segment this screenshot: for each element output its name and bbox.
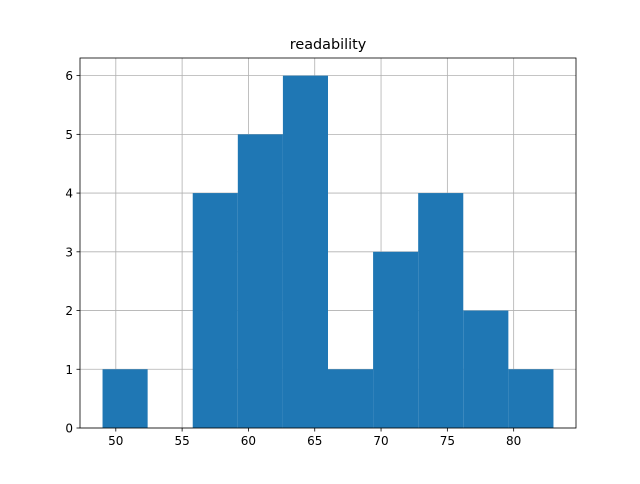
x-tick-label: 65 bbox=[307, 434, 322, 448]
histogram-bar bbox=[282, 75, 328, 428]
y-tick-label: 6 bbox=[65, 69, 73, 83]
histogram-bar bbox=[102, 369, 148, 428]
histogram-bar bbox=[418, 193, 464, 428]
x-tick-label: 75 bbox=[440, 434, 455, 448]
x-tick-label: 55 bbox=[174, 434, 189, 448]
histogram-bar bbox=[463, 310, 509, 428]
y-tick-label: 2 bbox=[65, 304, 73, 318]
histogram-bar bbox=[328, 369, 374, 428]
x-tick-label: 50 bbox=[108, 434, 123, 448]
y-tick-label: 4 bbox=[65, 187, 73, 201]
y-tick-label: 0 bbox=[65, 422, 73, 436]
x-tick-label: 80 bbox=[506, 434, 521, 448]
axes: 50 55 60 65 70 75 80 0 1 2 3 4 5 6 bbox=[65, 57, 577, 448]
histogram-bars bbox=[102, 75, 554, 428]
chart-title: readability bbox=[290, 37, 367, 53]
histogram-bar bbox=[373, 251, 419, 428]
y-tick-label: 5 bbox=[65, 128, 73, 142]
y-tick-label: 1 bbox=[65, 363, 73, 377]
histogram-bar bbox=[237, 134, 283, 428]
x-tick-label: 60 bbox=[241, 434, 256, 448]
axes-frame bbox=[79, 57, 577, 429]
y-tick-label: 3 bbox=[65, 245, 73, 259]
histogram-bar bbox=[508, 369, 554, 428]
histogram-bar bbox=[192, 193, 238, 428]
x-tick-label: 70 bbox=[373, 434, 388, 448]
